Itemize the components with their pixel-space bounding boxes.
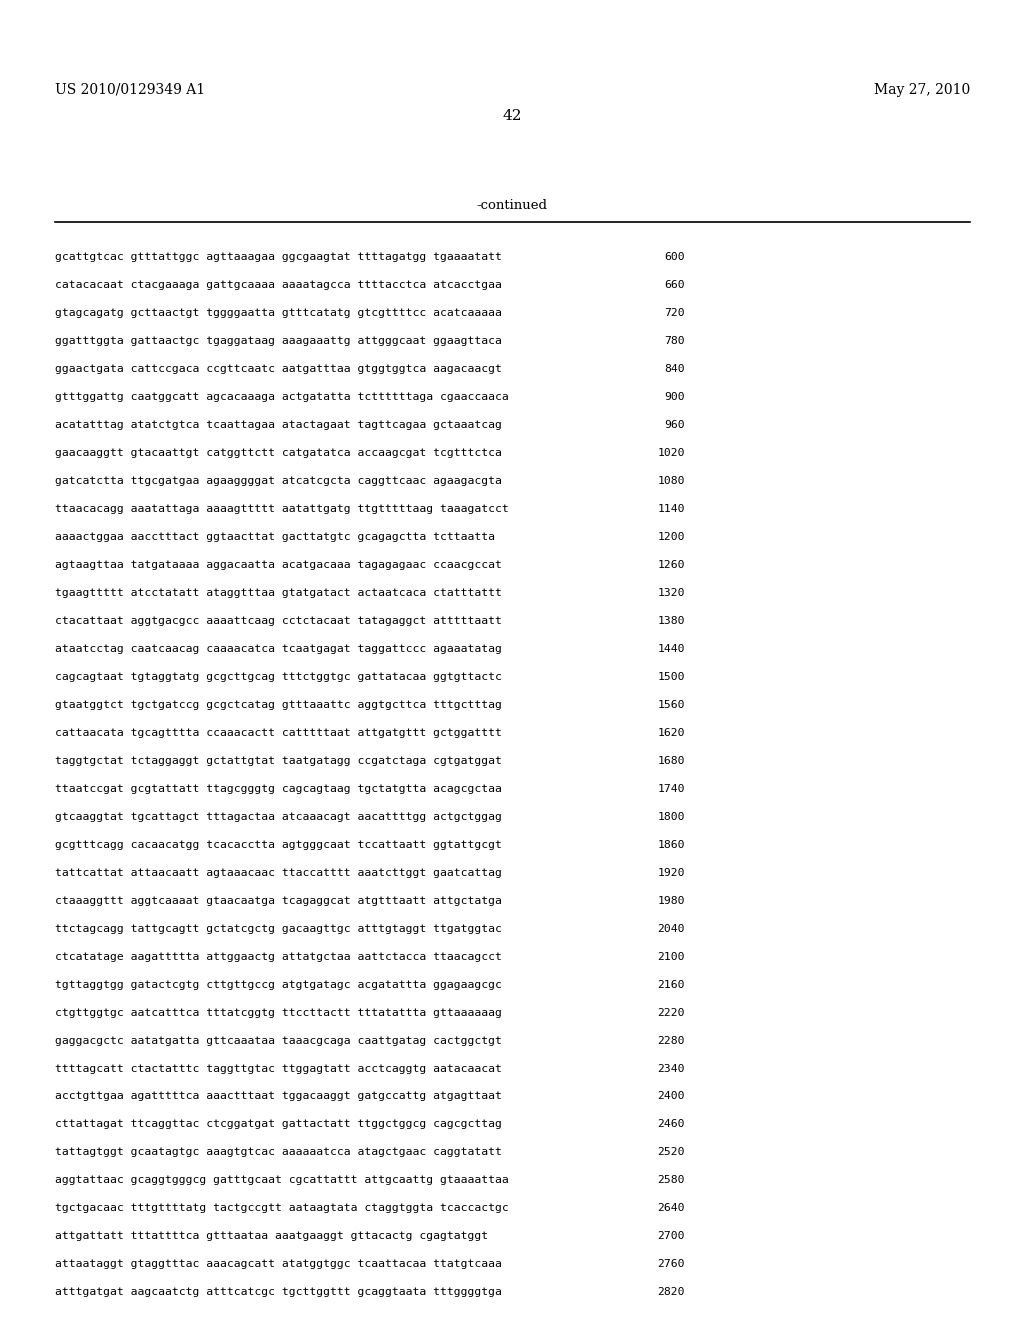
- Text: tgctgacaac tttgttttatg tactgccgtt aataagtata ctaggtggta tcaccactgc: tgctgacaac tttgttttatg tactgccgtt aataag…: [55, 1204, 509, 1213]
- Text: gatcatctta ttgcgatgaa agaaggggat atcatcgcta caggttcaac agaagacgta: gatcatctta ttgcgatgaa agaaggggat atcatcg…: [55, 477, 502, 486]
- Text: 2760: 2760: [657, 1259, 685, 1270]
- Text: acatatttag atatctgtca tcaattagaa atactagaat tagttcagaa gctaaatcag: acatatttag atatctgtca tcaattagaa atactag…: [55, 420, 502, 430]
- Text: gaacaaggtt gtacaattgt catggttctt catgatatca accaagcgat tcgtttctca: gaacaaggtt gtacaattgt catggttctt catgata…: [55, 449, 502, 458]
- Text: 1680: 1680: [657, 756, 685, 766]
- Text: 660: 660: [665, 280, 685, 290]
- Text: 600: 600: [665, 252, 685, 263]
- Text: 2580: 2580: [657, 1175, 685, 1185]
- Text: 960: 960: [665, 420, 685, 430]
- Text: 1200: 1200: [657, 532, 685, 543]
- Text: -continued: -continued: [476, 199, 548, 213]
- Text: gtttggattg caatggcatt agcacaaaga actgatatta tcttttttaga cgaaccaaca: gtttggattg caatggcatt agcacaaaga actgata…: [55, 392, 509, 403]
- Text: tgaagttttt atcctatatt ataggtttaa gtatgatact actaatcaca ctatttattt: tgaagttttt atcctatatt ataggtttaa gtatgat…: [55, 587, 502, 598]
- Text: 1560: 1560: [657, 700, 685, 710]
- Text: ctcatatage aagattttta attggaactg attatgctaa aattctacca ttaacagcct: ctcatatage aagattttta attggaactg attatgc…: [55, 952, 502, 962]
- Text: 2220: 2220: [657, 1007, 685, 1018]
- Text: ctaaaggttt aggtcaaaat gtaacaatga tcagaggcat atgtttaatt attgctatga: ctaaaggttt aggtcaaaat gtaacaatga tcagagg…: [55, 896, 502, 906]
- Text: ataatcctag caatcaacag caaaacatca tcaatgagat taggattccc agaaatatag: ataatcctag caatcaacag caaaacatca tcaatga…: [55, 644, 502, 653]
- Text: ggaactgata cattccgaca ccgttcaatc aatgatttaa gtggtggtca aagacaacgt: ggaactgata cattccgaca ccgttcaatc aatgatt…: [55, 364, 502, 375]
- Text: catacacaat ctacgaaaga gattgcaaaa aaaatagcca ttttacctca atcacctgaa: catacacaat ctacgaaaga gattgcaaaa aaaatag…: [55, 280, 502, 290]
- Text: 780: 780: [665, 337, 685, 346]
- Text: 1320: 1320: [657, 587, 685, 598]
- Text: cattaacata tgcagtttta ccaaacactt catttttaat attgatgttt gctggatttt: cattaacata tgcagtttta ccaaacactt cattttt…: [55, 727, 502, 738]
- Text: 1980: 1980: [657, 896, 685, 906]
- Text: cttattagat ttcaggttac ctcggatgat gattactatt ttggctggcg cagcgcttag: cttattagat ttcaggttac ctcggatgat gattact…: [55, 1119, 502, 1130]
- Text: 1020: 1020: [657, 449, 685, 458]
- Text: 1380: 1380: [657, 616, 685, 626]
- Text: 2040: 2040: [657, 924, 685, 933]
- Text: ctacattaat aggtgacgcc aaaattcaag cctctacaat tatagaggct atttttaatt: ctacattaat aggtgacgcc aaaattcaag cctctac…: [55, 616, 502, 626]
- Text: 2700: 2700: [657, 1232, 685, 1241]
- Text: aggtattaac gcaggtgggcg gatttgcaat cgcattattt attgcaattg gtaaaattaa: aggtattaac gcaggtgggcg gatttgcaat cgcatt…: [55, 1175, 509, 1185]
- Text: 2280: 2280: [657, 1036, 685, 1045]
- Text: gtcaaggtat tgcattagct tttagactaa atcaaacagt aacattttgg actgctggag: gtcaaggtat tgcattagct tttagactaa atcaaac…: [55, 812, 502, 822]
- Text: taggtgctat tctaggaggt gctattgtat taatgatagg ccgatctaga cgtgatggat: taggtgctat tctaggaggt gctattgtat taatgat…: [55, 756, 502, 766]
- Text: 840: 840: [665, 364, 685, 375]
- Text: 2400: 2400: [657, 1092, 685, 1101]
- Text: 720: 720: [665, 309, 685, 318]
- Text: 42: 42: [502, 110, 522, 123]
- Text: gcattgtcac gtttattggc agttaaagaa ggcgaagtat ttttagatgg tgaaaatatt: gcattgtcac gtttattggc agttaaagaa ggcgaag…: [55, 252, 502, 263]
- Text: gcgtttcagg cacaacatgg tcacacctta agtgggcaat tccattaatt ggtattgcgt: gcgtttcagg cacaacatgg tcacacctta agtgggc…: [55, 840, 502, 850]
- Text: 1800: 1800: [657, 812, 685, 822]
- Text: gtagcagatg gcttaactgt tggggaatta gtttcatatg gtcgttttcc acatcaaaaa: gtagcagatg gcttaactgt tggggaatta gtttcat…: [55, 309, 502, 318]
- Text: attgattatt tttattttca gtttaataa aaatgaaggt gttacactg cgagtatggt: attgattatt tttattttca gtttaataa aaatgaag…: [55, 1232, 488, 1241]
- Text: ttaacacagg aaatattaga aaaagttttt aatattgatg ttgtttttaag taaagatcct: ttaacacagg aaatattaga aaaagttttt aatattg…: [55, 504, 509, 513]
- Text: 1140: 1140: [657, 504, 685, 513]
- Text: gtaatggtct tgctgatccg gcgctcatag gtttaaattc aggtgcttca tttgctttag: gtaatggtct tgctgatccg gcgctcatag gtttaaa…: [55, 700, 502, 710]
- Text: acctgttgaa agatttttca aaactttaat tggacaaggt gatgccattg atgagttaat: acctgttgaa agatttttca aaactttaat tggacaa…: [55, 1092, 502, 1101]
- Text: ttctagcagg tattgcagtt gctatcgctg gacaagttgc atttgtaggt ttgatggtac: ttctagcagg tattgcagtt gctatcgctg gacaagt…: [55, 924, 502, 933]
- Text: May 27, 2010: May 27, 2010: [873, 83, 970, 96]
- Text: 1260: 1260: [657, 560, 685, 570]
- Text: 2520: 2520: [657, 1147, 685, 1158]
- Text: US 2010/0129349 A1: US 2010/0129349 A1: [55, 83, 205, 96]
- Text: 1860: 1860: [657, 840, 685, 850]
- Text: ggatttggta gattaactgc tgaggataag aaagaaattg attgggcaat ggaagttaca: ggatttggta gattaactgc tgaggataag aaagaaa…: [55, 337, 502, 346]
- Text: ctgttggtgc aatcatttca tttatcggtg ttccttactt tttatattta gttaaaaaag: ctgttggtgc aatcatttca tttatcggtg ttcctta…: [55, 1007, 502, 1018]
- Text: agtaagttaa tatgataaaa aggacaatta acatgacaaa tagagagaac ccaacgccat: agtaagttaa tatgataaaa aggacaatta acatgac…: [55, 560, 502, 570]
- Text: atttgatgat aagcaatctg atttcatcgc tgcttggttt gcaggtaata tttggggtga: atttgatgat aagcaatctg atttcatcgc tgcttgg…: [55, 1287, 502, 1298]
- Text: 1920: 1920: [657, 867, 685, 878]
- Text: ttttagcatt ctactatttc taggttgtac ttggagtatt acctcaggtg aatacaacat: ttttagcatt ctactatttc taggttgtac ttggagt…: [55, 1064, 502, 1073]
- Text: 1500: 1500: [657, 672, 685, 682]
- Text: 1740: 1740: [657, 784, 685, 793]
- Text: 900: 900: [665, 392, 685, 403]
- Text: 2460: 2460: [657, 1119, 685, 1130]
- Text: aaaactggaa aacctttact ggtaacttat gacttatgtc gcagagctta tcttaatta: aaaactggaa aacctttact ggtaacttat gacttat…: [55, 532, 495, 543]
- Text: attaataggt gtaggtttac aaacagcatt atatggtggc tcaattacaa ttatgtcaaa: attaataggt gtaggtttac aaacagcatt atatggt…: [55, 1259, 502, 1270]
- Text: tattagtggt gcaatagtgc aaagtgtcac aaaaaatcca atagctgaac caggtatatt: tattagtggt gcaatagtgc aaagtgtcac aaaaaat…: [55, 1147, 502, 1158]
- Text: tgttaggtgg gatactcgtg cttgttgccg atgtgatagc acgatattta ggagaagcgc: tgttaggtgg gatactcgtg cttgttgccg atgtgat…: [55, 979, 502, 990]
- Text: ttaatccgat gcgtattatt ttagcgggtg cagcagtaag tgctatgtta acagcgctaa: ttaatccgat gcgtattatt ttagcgggtg cagcagt…: [55, 784, 502, 793]
- Text: 1440: 1440: [657, 644, 685, 653]
- Text: 2100: 2100: [657, 952, 685, 962]
- Text: 1080: 1080: [657, 477, 685, 486]
- Text: 1620: 1620: [657, 727, 685, 738]
- Text: cagcagtaat tgtaggtatg gcgcttgcag tttctggtgc gattatacaa ggtgttactc: cagcagtaat tgtaggtatg gcgcttgcag tttctgg…: [55, 672, 502, 682]
- Text: 2640: 2640: [657, 1204, 685, 1213]
- Text: 2160: 2160: [657, 979, 685, 990]
- Text: tattcattat attaacaatt agtaaacaac ttaccatttt aaatcttggt gaatcattag: tattcattat attaacaatt agtaaacaac ttaccat…: [55, 867, 502, 878]
- Text: 2340: 2340: [657, 1064, 685, 1073]
- Text: gaggacgctc aatatgatta gttcaaataa taaacgcaga caattgatag cactggctgt: gaggacgctc aatatgatta gttcaaataa taaacgc…: [55, 1036, 502, 1045]
- Text: 2820: 2820: [657, 1287, 685, 1298]
